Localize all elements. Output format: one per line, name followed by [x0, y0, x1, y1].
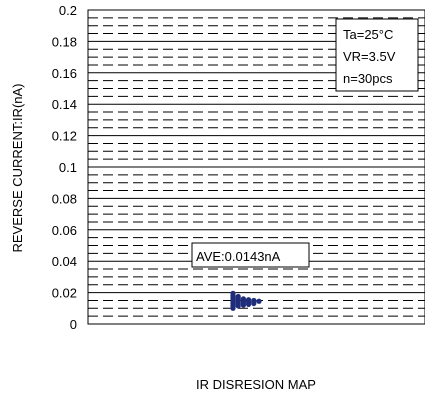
y-tick-labels: 0 0.02 0.04 0.06 0.08 0.1 0.12 0.14 0.16 0.18 0.2: [52, 3, 77, 332]
data-point: [256, 298, 262, 304]
plot-frame: [87, 9, 425, 325]
data-point: [240, 302, 246, 308]
data-point: [230, 305, 236, 311]
data-points: [230, 290, 262, 311]
y-tick-label: 0.12: [52, 129, 77, 144]
y-tick-label: 0.06: [52, 223, 77, 238]
y-tick-label: 0.04: [52, 254, 77, 269]
condition-temperature: Ta=25°C: [343, 27, 393, 42]
y-tick-label: 0: [70, 317, 77, 332]
y-tick-label: 0.16: [52, 66, 77, 81]
y-tick-label: 0.02: [52, 286, 77, 301]
condition-voltage: VR=3.5V: [343, 49, 396, 64]
condition-sample-count: n=30pcs: [343, 71, 393, 86]
average-label: AVE:0.0143nA: [196, 249, 281, 264]
y-tick-label: 0.14: [52, 97, 77, 112]
y-tick-label: 0.2: [59, 3, 77, 18]
data-point: [251, 300, 257, 307]
y-tick-label: 0.08: [52, 191, 77, 206]
grid-lines: [88, 17, 425, 317]
y-tick-label: 0.1: [59, 160, 77, 175]
x-axis-label: IR DISRESION MAP: [196, 377, 316, 392]
conditions-box: [335, 18, 419, 92]
average-box: [191, 242, 310, 268]
y-tick-label: 0.18: [52, 34, 77, 49]
y-axis-label: REVERSE CURRENT:IR(nA): [10, 83, 25, 252]
data-point: [235, 303, 241, 309]
data-point: [246, 301, 252, 307]
